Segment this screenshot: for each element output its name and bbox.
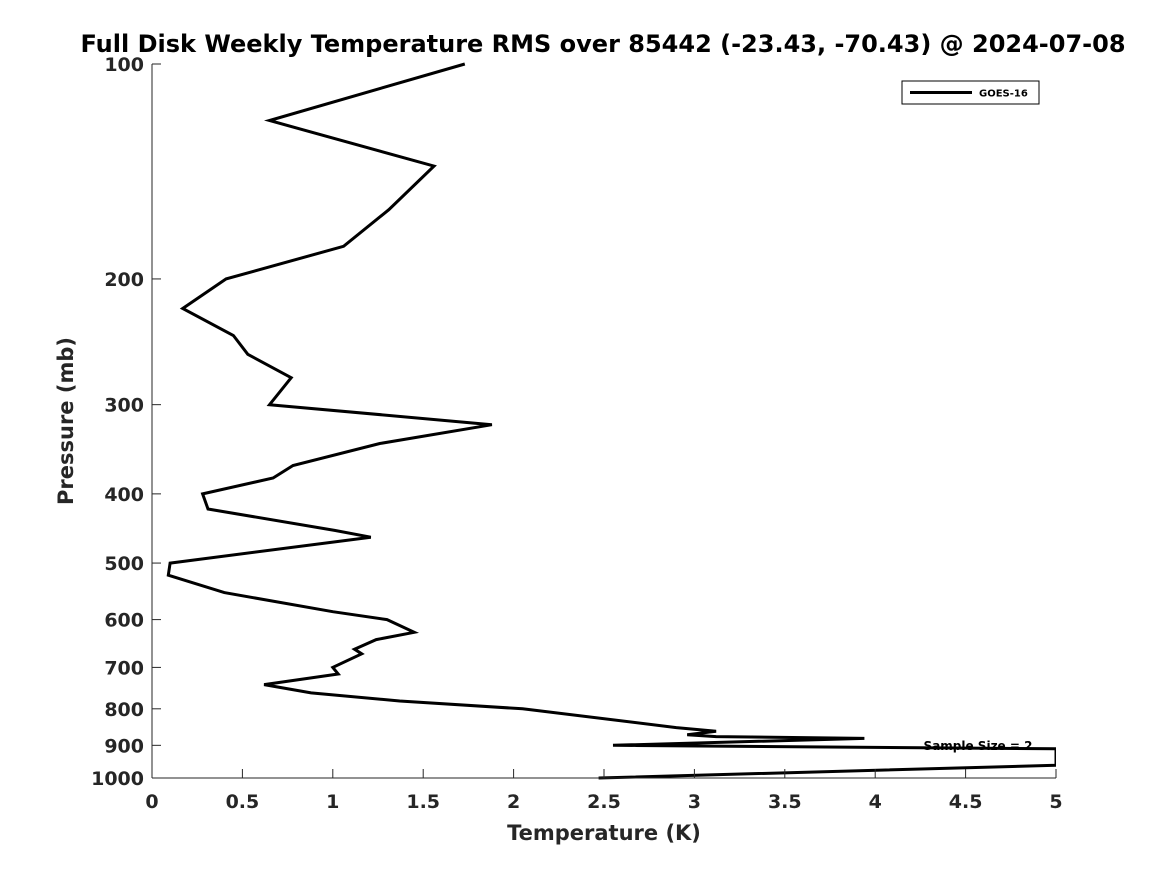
y-tick-label: 700 bbox=[104, 657, 144, 679]
sample-size-annotation: Sample Size = 2 bbox=[924, 739, 1033, 753]
y-tick-label: 800 bbox=[104, 699, 144, 721]
x-tick-label: 5 bbox=[1049, 791, 1062, 813]
x-tick-label: 2 bbox=[507, 791, 520, 813]
y-tick-label: 600 bbox=[104, 610, 144, 632]
x-tick-label: 0 bbox=[145, 791, 158, 813]
plot-area bbox=[166, 62, 1056, 780]
y-tick-label: 100 bbox=[104, 54, 144, 76]
x-axis: 0 0.5 1 1.5 2 2.5 3 3.5 4 4.5 5 bbox=[145, 769, 1063, 813]
y-axis-label: Pressure (mb) bbox=[54, 337, 78, 505]
series-line-goes-16 bbox=[166, 62, 1056, 780]
x-tick-label: 2.5 bbox=[587, 791, 621, 813]
y-tick-label: 200 bbox=[104, 269, 144, 291]
legend: GOES-16 bbox=[901, 80, 1040, 105]
y-tick-label: 1000 bbox=[91, 768, 144, 790]
legend-label: GOES-16 bbox=[979, 89, 1028, 100]
chart-title: Full Disk Weekly Temperature RMS over 85… bbox=[80, 30, 1125, 58]
y-tick-label: 500 bbox=[104, 553, 144, 575]
x-tick-label: 1.5 bbox=[406, 791, 440, 813]
x-tick-label: 0.5 bbox=[226, 791, 260, 813]
x-axis-label: Temperature (K) bbox=[507, 821, 701, 845]
x-tick-label: 1 bbox=[326, 791, 339, 813]
x-tick-label: 4.5 bbox=[949, 791, 983, 813]
x-tick-label: 3 bbox=[688, 791, 701, 813]
x-tick-label: 4 bbox=[869, 791, 882, 813]
x-tick-label: 3.5 bbox=[768, 791, 802, 813]
y-tick-label: 400 bbox=[104, 484, 144, 506]
y-axis: 100 200 300 400 500 600 700 800 900 1000 bbox=[91, 54, 161, 790]
y-tick-label: 900 bbox=[104, 735, 144, 757]
y-tick-label: 300 bbox=[104, 395, 144, 417]
